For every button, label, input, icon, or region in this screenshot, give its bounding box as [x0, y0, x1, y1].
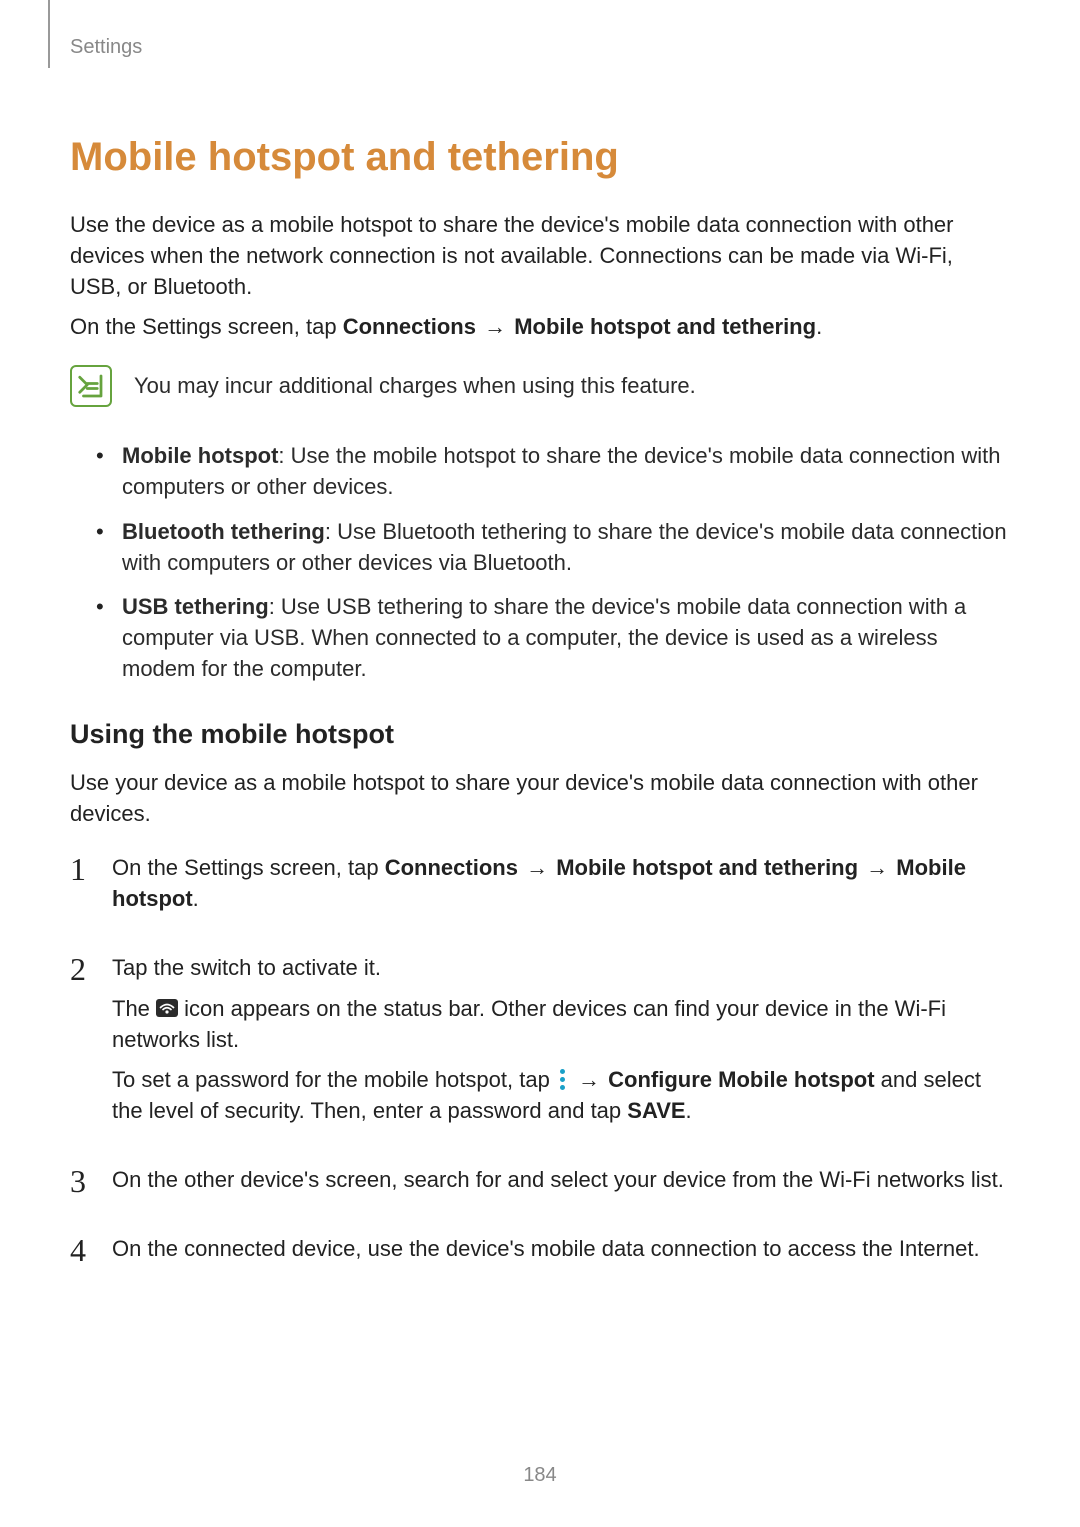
arrow-icon: →	[858, 855, 896, 880]
path-connections: Connections	[343, 314, 476, 339]
path-suffix: .	[816, 314, 822, 339]
step-number: 4	[70, 1234, 96, 1266]
bullet-bluetooth-tethering: Bluetooth tethering: Use Bluetooth tethe…	[102, 517, 1010, 579]
bullet-label: USB tethering	[122, 594, 269, 619]
bullet-label: Mobile hotspot	[122, 443, 278, 468]
text: .	[686, 1098, 692, 1123]
text: .	[193, 886, 199, 911]
note-icon	[70, 365, 112, 407]
step-4-text: On the connected device, use the device'…	[112, 1234, 1010, 1265]
step-3: 3 On the other device's screen, search f…	[70, 1165, 1010, 1206]
header-rule	[48, 0, 50, 68]
configure-hotspot-label: Configure Mobile hotspot	[608, 1067, 874, 1092]
step-2-line2: The icon appears on the status bar. Othe…	[112, 994, 1010, 1056]
step-1-text: On the Settings screen, tap Connections …	[112, 853, 1010, 915]
more-options-icon	[556, 1069, 570, 1091]
path-hotspot-tethering: Mobile hotspot and tethering	[556, 855, 858, 880]
page-number: 184	[0, 1464, 1080, 1487]
subheading: Using the mobile hotspot	[70, 719, 1010, 750]
save-label: SAVE	[627, 1098, 685, 1123]
arrow-icon: →	[570, 1067, 608, 1092]
settings-path: On the Settings screen, tap Connections …	[70, 312, 1010, 343]
bullet-mobile-hotspot: Mobile hotspot: Use the mobile hotspot t…	[102, 441, 1010, 503]
intro-paragraph: Use the device as a mobile hotspot to sh…	[70, 210, 1010, 302]
step-2-line3: To set a password for the mobile hotspot…	[112, 1065, 1010, 1127]
arrow-icon: →	[476, 314, 514, 339]
text: icon appears on the status bar. Other de…	[112, 996, 946, 1052]
step-3-text: On the other device's screen, search for…	[112, 1165, 1010, 1196]
step-4: 4 On the connected device, use the devic…	[70, 1234, 1010, 1275]
step-2-line1: Tap the switch to activate it.	[112, 953, 1010, 984]
text: The	[112, 996, 156, 1021]
path-prefix: On the Settings screen, tap	[70, 314, 343, 339]
step-2: 2 Tap the switch to activate it. The ico…	[70, 953, 1010, 1137]
page-content: Mobile hotspot and tethering Use the dev…	[0, 0, 1080, 1275]
step-number: 2	[70, 953, 96, 985]
step-number: 1	[70, 853, 96, 885]
step-1: 1 On the Settings screen, tap Connection…	[70, 853, 1010, 925]
bullet-label: Bluetooth tethering	[122, 519, 325, 544]
step-number: 3	[70, 1165, 96, 1197]
path-connections: Connections	[385, 855, 518, 880]
hotspot-status-icon	[156, 999, 178, 1017]
text: On the Settings screen, tap	[112, 855, 385, 880]
note-box: You may incur additional charges when us…	[70, 365, 1010, 407]
bullet-usb-tethering: USB tethering: Use USB tethering to shar…	[102, 592, 1010, 684]
page-title: Mobile hotspot and tethering	[70, 135, 1010, 180]
sub-intro: Use your device as a mobile hotspot to s…	[70, 768, 1010, 830]
note-text: You may incur additional charges when us…	[134, 371, 696, 402]
header-section-label: Settings	[70, 36, 142, 59]
text: To set a password for the mobile hotspot…	[112, 1067, 556, 1092]
path-hotspot-tethering: Mobile hotspot and tethering	[514, 314, 816, 339]
feature-bullets: Mobile hotspot: Use the mobile hotspot t…	[70, 441, 1010, 685]
arrow-icon: →	[518, 855, 556, 880]
